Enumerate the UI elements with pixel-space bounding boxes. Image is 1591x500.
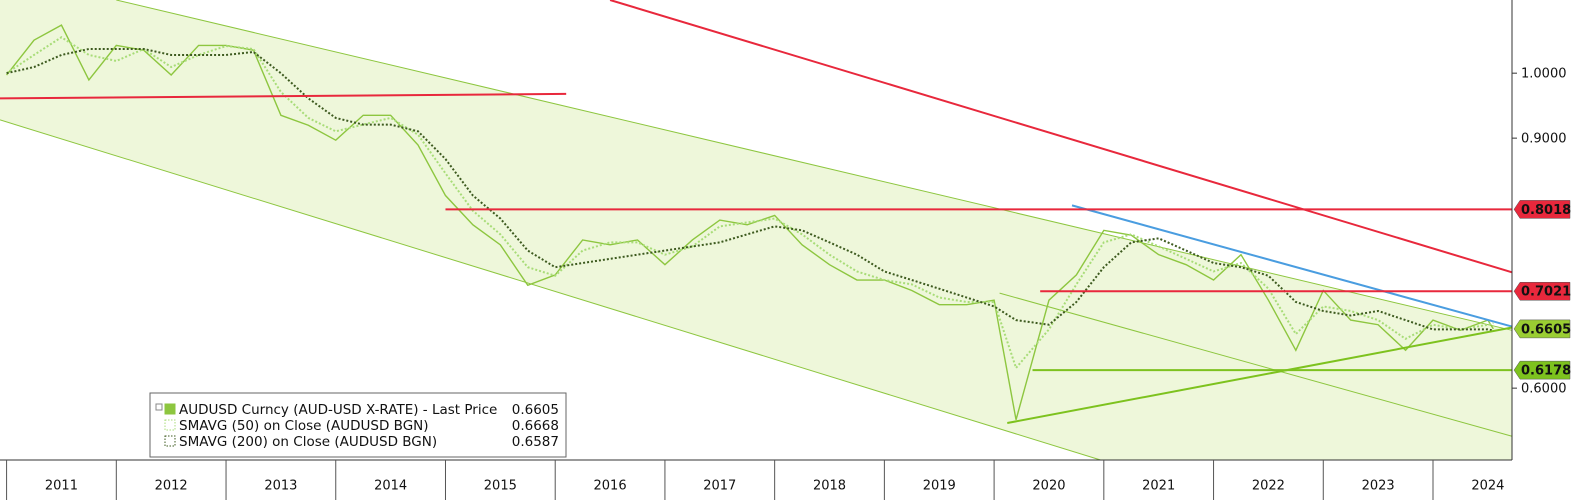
legend-swatch (164, 419, 176, 431)
x-tick-label: 2014 (374, 479, 407, 494)
trend-line (609, 0, 1513, 274)
price-tag-label: 0.8018 (1521, 203, 1571, 218)
x-tick-label: 2020 (1032, 479, 1065, 494)
price-tag (1513, 200, 1571, 219)
y-tick-label: 0.6000 (1521, 382, 1567, 397)
legend-value: 0.6668 (512, 418, 559, 434)
legend-name: AUDUSD Curncy (AUD-USD X-RATE) - Last Pr… (179, 402, 497, 418)
x-tick-label: 2015 (484, 479, 517, 494)
price-tag (1513, 360, 1571, 380)
channel-line (999, 292, 1513, 437)
y-tick-label: 0.9000 (1521, 132, 1567, 147)
price-tag (1513, 281, 1571, 301)
y-tick-label: 1.0000 (1521, 67, 1567, 82)
legend-value: 0.6605 (512, 402, 559, 418)
legend-name: SMAVG (50) on Close (AUDUSD BGN) (179, 418, 429, 434)
legend-box (149, 392, 567, 458)
x-tick-label: 2019 (923, 479, 956, 494)
x-tick-label: 2012 (155, 479, 188, 494)
x-tick-label: 2011 (45, 479, 78, 494)
trend-line (0, 92, 567, 100)
x-tick-label: 2024 (1471, 479, 1504, 494)
price-tag-label: 0.7021 (1521, 285, 1571, 300)
x-tick-label: 2013 (264, 479, 297, 494)
x-tick-label: 2016 (594, 479, 627, 494)
price-tag-label: 0.6605 (1521, 322, 1571, 337)
legend: AUDUSD Curncy (AUD-USD X-RATE) - Last Pr… (149, 392, 567, 458)
x-tick-label: 2017 (703, 479, 736, 494)
x-tick-label: 2021 (1142, 479, 1175, 494)
channel-line (116, 0, 1513, 331)
legend-name: SMAVG (200) on Close (AUDUSD BGN) (179, 434, 437, 450)
x-tick-label: 2023 (1362, 479, 1395, 494)
trend-line (1071, 204, 1513, 328)
x-tick-label: 2022 (1252, 479, 1285, 494)
legend-swatch (164, 403, 176, 415)
price-tag (1513, 319, 1571, 339)
channel-line (0, 119, 1101, 461)
legend-collapse (155, 403, 163, 411)
price-tag-label: 0.6178 (1521, 364, 1571, 379)
x-tick-label: 2018 (813, 479, 846, 494)
series-line (6, 36, 1494, 370)
legend-value: 0.6587 (512, 434, 559, 450)
legend-swatch (164, 435, 176, 447)
trend-line (1007, 326, 1513, 425)
series-line (6, 47, 1494, 332)
